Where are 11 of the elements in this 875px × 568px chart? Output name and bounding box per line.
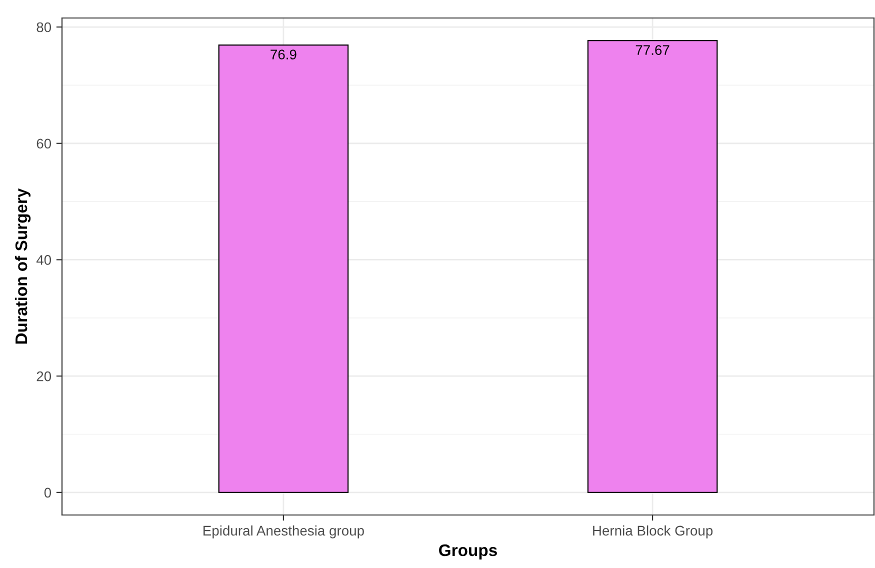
y-tick-label: 60 — [36, 138, 52, 149]
y-tick-label: 80 — [36, 22, 52, 32]
y-tick-label: 20 — [36, 371, 52, 382]
x-axis-title: Groups — [439, 544, 497, 560]
y-axis-title: Duration of Surgery — [14, 188, 31, 344]
y-tick-label: 40 — [36, 255, 52, 265]
x-tick-label: Epidural Anesthesia group — [204, 525, 364, 538]
y-tick-label: 0 — [44, 488, 52, 498]
data-label: 76.9 — [270, 50, 296, 60]
data-label: 77.67 — [636, 45, 670, 55]
x-tick-label: Hernia Block Group — [593, 525, 713, 538]
